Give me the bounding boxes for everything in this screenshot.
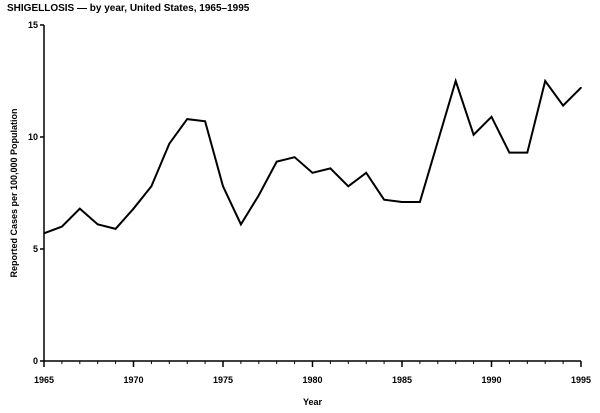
data-point xyxy=(544,80,546,82)
data-point xyxy=(275,160,278,163)
data-point xyxy=(293,156,296,158)
data-points xyxy=(43,80,582,235)
data-point xyxy=(383,198,385,201)
data-point xyxy=(222,185,224,188)
y-axis-label: Reported Cases per 100,000 Population xyxy=(9,108,19,277)
y-tick-label: 0 xyxy=(33,356,38,366)
data-point xyxy=(61,225,63,228)
series-line xyxy=(43,77,582,235)
data-point xyxy=(79,207,81,210)
x-axis-label: Year xyxy=(303,397,323,407)
data-point xyxy=(96,223,99,226)
data-point xyxy=(329,167,332,170)
x-tick-label: 1995 xyxy=(571,375,591,385)
data-point xyxy=(240,223,242,226)
data-point xyxy=(168,142,171,145)
axes xyxy=(43,25,581,362)
data-point xyxy=(204,120,206,123)
data-point xyxy=(347,185,350,188)
data-point xyxy=(401,201,403,203)
data-point xyxy=(132,207,135,210)
data-point xyxy=(43,232,45,235)
data-point xyxy=(437,140,439,143)
data-point xyxy=(311,172,314,174)
y-tick-label: 10 xyxy=(28,132,38,142)
data-point xyxy=(114,228,117,230)
data-point xyxy=(562,104,564,107)
data-point xyxy=(454,80,457,82)
data-point xyxy=(186,118,188,120)
data-point xyxy=(258,194,260,197)
y-tick-label: 15 xyxy=(28,20,38,30)
data-point xyxy=(490,116,493,118)
data-point xyxy=(526,151,529,154)
x-tick-label: 1980 xyxy=(302,375,322,385)
chart-title: SHIGELLOSIS — by year, United States, 19… xyxy=(7,3,250,14)
data-point xyxy=(508,151,511,154)
x-tick-label: 1990 xyxy=(481,375,501,385)
data-point xyxy=(365,172,368,174)
x-tick-label: 1965 xyxy=(34,375,54,385)
y-ticks: 0 5 10 15 xyxy=(28,20,44,366)
y-tick-label: 5 xyxy=(33,244,38,254)
x-tick-label: 1975 xyxy=(213,375,233,385)
x-tick-label: 1970 xyxy=(123,375,143,385)
x-ticks: 1965 1970 1975 1980 1985 1990 1995 xyxy=(34,361,591,385)
data-point xyxy=(419,201,421,203)
x-tick-label: 1985 xyxy=(392,375,412,385)
data-point xyxy=(472,133,475,136)
data-point xyxy=(150,185,153,188)
data-point xyxy=(580,86,582,89)
